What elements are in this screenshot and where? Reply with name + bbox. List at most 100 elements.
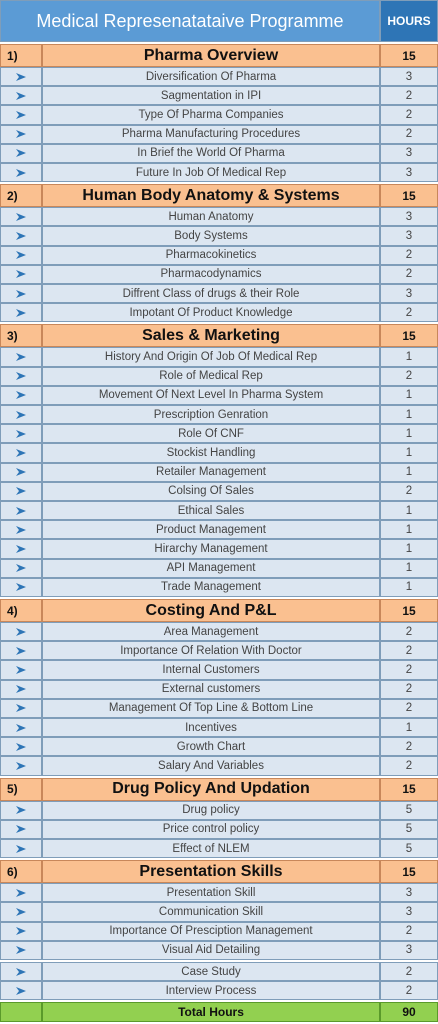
item-hours: 5 bbox=[380, 839, 438, 859]
bullet-cell bbox=[0, 883, 42, 903]
item-name: Management Of Top Line & Bottom Line bbox=[42, 698, 380, 718]
bullet-arrow bbox=[16, 429, 26, 438]
item-hours: 2 bbox=[380, 737, 438, 757]
total-label: Total Hours bbox=[42, 1002, 380, 1023]
bullet-arrow bbox=[16, 231, 26, 240]
item-hours: 2 bbox=[380, 921, 438, 941]
item-hours: 2 bbox=[380, 245, 438, 265]
bullet-arrow bbox=[16, 72, 26, 81]
bullet-arrow bbox=[16, 564, 26, 573]
section-hours: 15 bbox=[380, 860, 438, 884]
bullet-arrow bbox=[16, 91, 26, 100]
bullet-arrow bbox=[16, 742, 26, 751]
bullet-cell bbox=[0, 163, 42, 183]
bullet-cell bbox=[0, 718, 42, 738]
section-number: 6) bbox=[0, 860, 42, 884]
item-name: External customers bbox=[42, 679, 380, 699]
bullet-cell bbox=[0, 577, 42, 597]
total-hours: 90 bbox=[380, 1002, 438, 1023]
item-hours: 2 bbox=[380, 962, 438, 982]
bullet-arrow bbox=[16, 487, 26, 496]
item-hours: 1 bbox=[380, 424, 438, 444]
bullet-cell bbox=[0, 501, 42, 521]
item-name: Case Study bbox=[42, 962, 380, 982]
item-hours: 3 bbox=[380, 163, 438, 183]
item-name: Drug policy bbox=[42, 800, 380, 820]
item-hours: 2 bbox=[380, 622, 438, 642]
bullet-cell bbox=[0, 124, 42, 144]
item-name: API Management bbox=[42, 558, 380, 578]
bullet-cell bbox=[0, 86, 42, 106]
bullet-cell bbox=[0, 660, 42, 680]
item-hours: 1 bbox=[380, 462, 438, 482]
item-hours: 5 bbox=[380, 819, 438, 839]
item-name: Ethical Sales bbox=[42, 501, 380, 521]
bullet-cell bbox=[0, 226, 42, 246]
bullet-cell bbox=[0, 481, 42, 501]
bullet-arrow bbox=[16, 212, 26, 221]
item-hours: 2 bbox=[380, 756, 438, 776]
item-name: Area Management bbox=[42, 622, 380, 642]
section-title: Pharma Overview bbox=[42, 44, 380, 67]
item-hours: 2 bbox=[380, 105, 438, 125]
bullet-arrow bbox=[16, 946, 26, 955]
bullet-cell bbox=[0, 67, 42, 87]
bullet-arrow bbox=[16, 627, 26, 636]
item-hours: 3 bbox=[380, 902, 438, 922]
item-name: Hirarchy Management bbox=[42, 539, 380, 559]
item-name: Interview Process bbox=[42, 981, 380, 1001]
item-name: Retailer Management bbox=[42, 462, 380, 482]
item-name: Visual Aid Detailing bbox=[42, 940, 380, 960]
item-hours: 1 bbox=[380, 558, 438, 578]
item-name: Product Management bbox=[42, 520, 380, 540]
item-hours: 3 bbox=[380, 883, 438, 903]
item-name: Trade Management bbox=[42, 577, 380, 597]
item-name: Impotant Of Product Knowledge bbox=[42, 303, 380, 323]
bullet-arrow bbox=[16, 289, 26, 298]
item-name: Role Of CNF bbox=[42, 424, 380, 444]
item-hours: 1 bbox=[380, 539, 438, 559]
item-name: Diffrent Class of drugs & their Role bbox=[42, 284, 380, 304]
section-number: 2) bbox=[0, 184, 42, 208]
item-hours: 2 bbox=[380, 86, 438, 106]
section-number: 3) bbox=[0, 324, 42, 348]
item-name: Colsing Of Sales bbox=[42, 481, 380, 501]
bullet-cell bbox=[0, 698, 42, 718]
bullet-arrow bbox=[16, 761, 26, 770]
bullet-cell bbox=[0, 839, 42, 859]
item-name: Price control policy bbox=[42, 819, 380, 839]
bullet-cell bbox=[0, 105, 42, 125]
item-hours: 2 bbox=[380, 660, 438, 680]
bullet-cell bbox=[0, 940, 42, 960]
item-name: Role of Medical Rep bbox=[42, 366, 380, 386]
bullet-cell bbox=[0, 462, 42, 482]
item-hours: 2 bbox=[380, 679, 438, 699]
item-name: Importance Of Relation With Doctor bbox=[42, 641, 380, 661]
bullet-cell bbox=[0, 800, 42, 820]
item-name: Internal Customers bbox=[42, 660, 380, 680]
bullet-arrow bbox=[16, 544, 26, 553]
item-name: Stockist Handling bbox=[42, 443, 380, 463]
item-name: Future In Job Of Medical Rep bbox=[42, 163, 380, 183]
bullet-cell bbox=[0, 366, 42, 386]
bullet-cell bbox=[0, 424, 42, 444]
bullet-cell bbox=[0, 385, 42, 405]
section-hours: 15 bbox=[380, 44, 438, 67]
item-hours: 1 bbox=[380, 443, 438, 463]
bullet-cell bbox=[0, 284, 42, 304]
bullet-arrow bbox=[16, 907, 26, 916]
item-name: Type Of Pharma Companies bbox=[42, 105, 380, 125]
bullet-arrow bbox=[16, 168, 26, 177]
item-hours: 3 bbox=[380, 143, 438, 163]
bullet-arrow bbox=[16, 927, 26, 936]
section-title: Costing And P&L bbox=[42, 599, 380, 622]
bullet-arrow bbox=[16, 506, 26, 515]
bullet-arrow bbox=[16, 844, 26, 853]
bullet-cell bbox=[0, 207, 42, 227]
section-hours: 15 bbox=[380, 324, 438, 348]
section-hours: 15 bbox=[380, 599, 438, 622]
item-hours: 2 bbox=[380, 698, 438, 718]
bullet-arrow bbox=[16, 149, 26, 158]
item-name: Incentives bbox=[42, 718, 380, 738]
